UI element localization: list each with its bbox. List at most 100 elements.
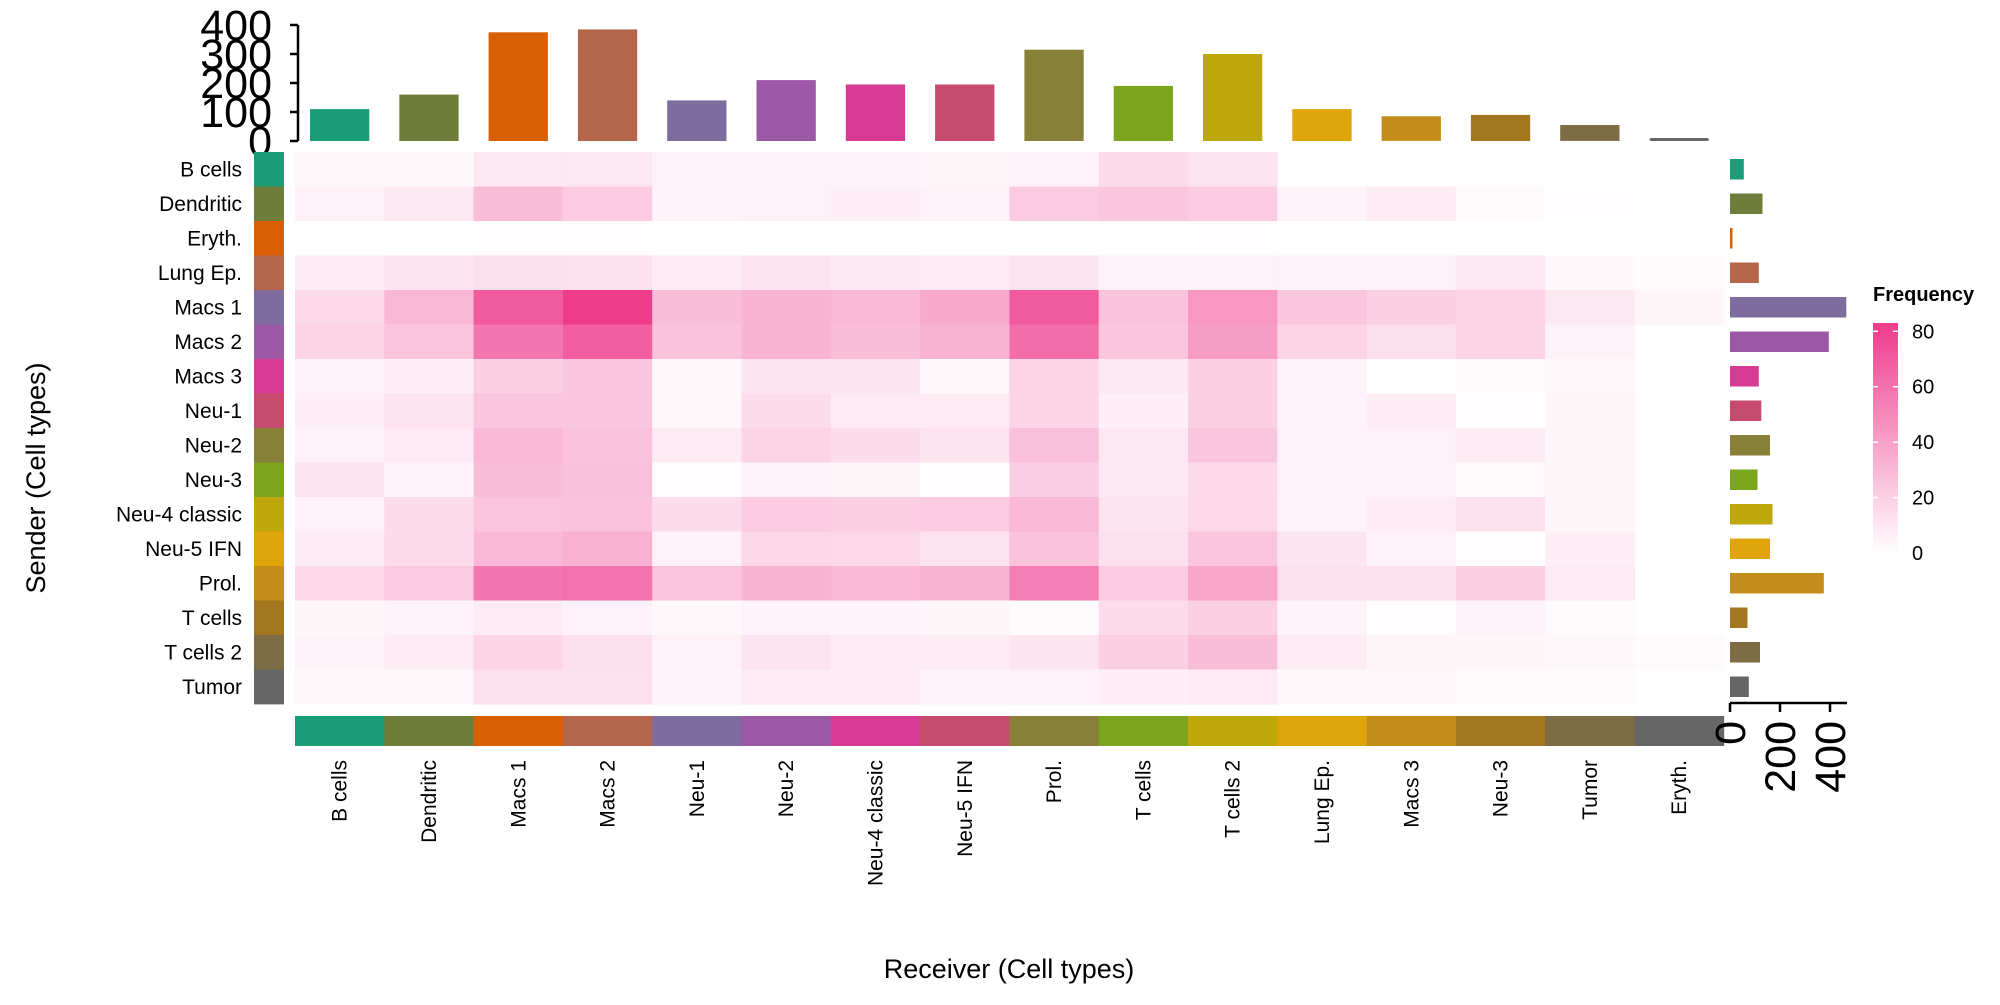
receiver-swatch-neu-1	[652, 716, 742, 746]
sender-label-b-cells: B cells	[180, 158, 242, 181]
right-bar-dendritic	[1730, 193, 1763, 214]
heatmap-cell-neu-4-classic-lung-ep	[1277, 497, 1368, 533]
heatmap-cell-macs-3-neu-3	[1455, 359, 1546, 395]
top-bar-panel	[310, 29, 1709, 142]
sender-color-strip	[254, 152, 284, 705]
heatmap-cell-prol-neu-5-ifn	[920, 566, 1010, 602]
heatmap-cell-macs-3-dendritic	[384, 359, 475, 395]
heatmap-cell-lung-ep-t-cells	[1098, 255, 1189, 291]
heatmap-cell-tumor-t-cells	[1098, 669, 1189, 705]
heatmap-cell-macs-1-t-cells	[1098, 290, 1189, 326]
receiver-label-dendritic: Dendritic	[418, 760, 441, 843]
heatmap-cell-tumor-macs-2	[562, 669, 653, 705]
heatmap-cell-dendritic-t-cells	[1098, 186, 1189, 222]
heatmap-cell-dendritic-neu-5-ifn	[920, 186, 1010, 222]
heatmap-cell-eryth-macs-3	[1366, 221, 1457, 257]
heatmap-cell-eryth-tumor	[1545, 221, 1636, 257]
heatmap-cell-neu-1-lung-ep	[1277, 393, 1368, 429]
right-axis-label-0: 0	[1707, 721, 1755, 745]
heatmap-cell-neu-5-ifn-neu-2	[741, 531, 832, 567]
heatmap-cell-t-cells-neu-3	[1455, 600, 1546, 636]
heatmap-cell-t-cells-2-neu-4-classic	[830, 635, 921, 671]
heatmap-cell-neu-3-b-cells	[295, 462, 385, 498]
receiver-swatch-tumor	[1545, 716, 1635, 746]
heatmap-cell-t-cells-2-prol	[1009, 635, 1100, 671]
heatmap-cell-neu-3-tumor	[1545, 462, 1636, 498]
heatmap-cell-lung-ep-prol	[1009, 255, 1100, 291]
heatmap-cell-eryth-b-cells	[295, 221, 385, 257]
receiver-label-t-cells: T cells	[1132, 760, 1155, 820]
heatmap-cell-macs-2-neu-3	[1455, 324, 1546, 360]
heatmap-cell-b-cells-b-cells	[295, 152, 385, 188]
heatmap-cells	[295, 152, 1725, 705]
receiver-swatch-macs-3	[1366, 716, 1457, 746]
top-bar-neu-2	[756, 80, 816, 141]
legend-tick-label-0: 0	[1912, 543, 1923, 565]
receiver-label-macs-2: Macs 2	[597, 760, 620, 828]
heatmap-cell-t-cells-t-cells-2	[1188, 600, 1278, 636]
sender-label-tumor: Tumor	[182, 676, 242, 699]
heatmap-cell-macs-1-macs-1	[473, 290, 564, 326]
heatmap-cell-t-cells-dendritic	[384, 600, 475, 636]
sender-label-neu-2: Neu-2	[185, 434, 242, 457]
receiver-label-tumor: Tumor	[1579, 760, 1602, 820]
heatmap-cell-neu-1-neu-1	[652, 393, 743, 429]
heatmap-cell-neu-5-ifn-t-cells-2	[1188, 531, 1278, 567]
heatmap-cell-neu-5-ifn-prol	[1009, 531, 1100, 567]
top-axis-label-300: 300	[200, 31, 272, 79]
heatmap-cell-macs-2-t-cells-2	[1188, 324, 1278, 360]
top-bar-prol	[1024, 49, 1084, 142]
heatmap-cell-neu-4-classic-t-cells	[1098, 497, 1189, 533]
sender-label-t-cells: T cells	[182, 607, 242, 630]
sender-label-neu-4-classic: Neu-4 classic	[116, 503, 242, 526]
heatmap-cell-macs-1-neu-5-ifn	[920, 290, 1010, 326]
heatmap-cell-neu-4-classic-neu-3	[1455, 497, 1546, 533]
heatmap-cell-neu-2-dendritic	[384, 428, 475, 464]
heatmap-cell-neu-5-ifn-neu-5-ifn	[920, 531, 1010, 567]
right-bar-neu-5-ifn	[1730, 538, 1770, 559]
heatmap-cell-tumor-b-cells	[295, 669, 385, 705]
receiver-label-neu-3: Neu-3	[1490, 760, 1513, 817]
heatmap-cell-neu-5-ifn-neu-4-classic	[830, 531, 921, 567]
heatmap-cell-t-cells-b-cells	[295, 600, 385, 636]
heatmap-cell-lung-ep-macs-2	[562, 255, 653, 291]
heatmap-cell-neu-1-neu-3	[1455, 393, 1546, 429]
heatmap-cell-macs-2-prol	[1009, 324, 1100, 360]
legend-colorbar	[1873, 323, 1898, 553]
sender-swatch-neu-5-ifn	[254, 531, 284, 567]
heatmap-cell-tumor-neu-3	[1455, 669, 1546, 705]
heatmap-cell-macs-2-lung-ep	[1277, 324, 1368, 360]
sender-swatch-tumor	[254, 669, 284, 705]
heatmap-cell-macs-2-macs-3	[1366, 324, 1457, 360]
top-bar-neu-4-classic	[845, 84, 906, 141]
sender-label-neu-1: Neu-1	[185, 400, 242, 423]
legend: Frequency 80 60 40 20 0	[1873, 284, 1975, 565]
heatmap-cell-lung-ep-dendritic	[384, 255, 475, 291]
heatmap-cell-dendritic-neu-2	[741, 186, 832, 222]
receiver-swatch-lung-ep	[1277, 716, 1367, 746]
sender-swatch-neu-3	[254, 462, 284, 498]
heatmap-cell-b-cells-neu-5-ifn	[920, 152, 1010, 188]
legend-tick-label-20: 20	[1912, 488, 1934, 510]
sender-swatch-b-cells	[254, 152, 284, 187]
heatmap-cell-macs-3-neu-2	[741, 359, 832, 395]
heatmap-cell-b-cells-neu-4-classic	[830, 152, 921, 188]
heatmap-cell-t-cells-2-lung-ep	[1277, 635, 1368, 671]
sender-label-macs-3: Macs 3	[174, 365, 242, 388]
heatmap-cell-dendritic-tumor	[1545, 186, 1636, 222]
heatmap-cell-t-cells-neu-5-ifn	[920, 600, 1010, 636]
heatmap-cell-neu-4-classic-neu-2	[741, 497, 832, 533]
sender-label-macs-1: Macs 1	[174, 296, 242, 319]
heatmap-cell-macs-3-b-cells	[295, 359, 385, 395]
right-axis-label-400: 400	[1807, 721, 1855, 793]
heatmap-cell-prol-neu-4-classic	[830, 566, 921, 602]
heatmap-cell-macs-1-eryth	[1634, 290, 1725, 326]
heatmap-cell-macs-1-macs-3	[1366, 290, 1457, 326]
heatmap-cell-neu-1-macs-3	[1366, 393, 1457, 429]
receiver-swatch-macs-2	[562, 716, 653, 746]
legend-tick-label-60: 60	[1912, 377, 1934, 399]
heatmap-cell-prol-macs-1	[473, 566, 564, 602]
sender-swatch-neu-4-classic	[254, 497, 284, 532]
sender-label-macs-2: Macs 2	[174, 331, 242, 354]
